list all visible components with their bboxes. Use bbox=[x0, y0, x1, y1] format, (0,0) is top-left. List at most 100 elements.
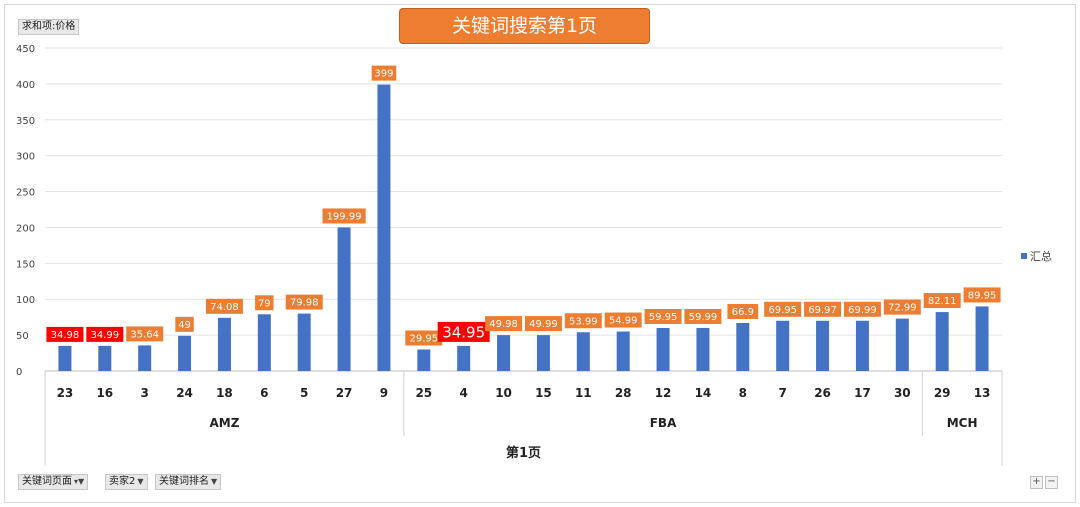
bar bbox=[138, 345, 152, 371]
data-label-box bbox=[322, 208, 366, 224]
bar bbox=[297, 313, 311, 371]
bar bbox=[536, 335, 550, 371]
data-label: 74.08 bbox=[210, 302, 239, 313]
data-label: 69.97 bbox=[808, 305, 837, 316]
x-tick-label: 16 bbox=[96, 386, 113, 400]
chevron-down-icon: ▼ bbox=[211, 477, 218, 486]
x-tick-label: 8 bbox=[739, 386, 747, 400]
group-label: AMZ bbox=[209, 416, 239, 430]
data-label-box bbox=[804, 301, 842, 317]
data-label-box bbox=[604, 312, 642, 328]
data-label-box bbox=[255, 295, 274, 311]
filter-keyword-page-label: 关键词页面 bbox=[22, 476, 72, 487]
legend-swatch bbox=[1021, 253, 1027, 259]
data-label-box bbox=[485, 316, 523, 332]
data-label-box bbox=[727, 303, 759, 319]
x-tick-label: 25 bbox=[415, 386, 432, 400]
group-label: FBA bbox=[650, 416, 677, 430]
data-label: 69.95 bbox=[768, 305, 797, 316]
data-label-box bbox=[883, 299, 921, 315]
x-tick-label: 23 bbox=[57, 386, 74, 400]
x-tick-label: 10 bbox=[495, 386, 512, 400]
data-label-box bbox=[843, 301, 881, 317]
data-label: 59.99 bbox=[689, 312, 718, 323]
outer-group-label: 第1页 bbox=[506, 445, 541, 461]
bar bbox=[257, 314, 271, 371]
data-label: 29.95 bbox=[409, 334, 438, 345]
bar bbox=[656, 327, 670, 371]
x-tick-label: 26 bbox=[814, 386, 831, 400]
data-label: 79 bbox=[258, 298, 271, 309]
y-tick-label: 350 bbox=[16, 116, 35, 127]
data-label: 54.99 bbox=[609, 316, 638, 327]
chart-title: 关键词搜索第1页 bbox=[399, 8, 650, 44]
bar bbox=[776, 320, 790, 371]
bar bbox=[616, 331, 630, 371]
y-tick-label: 250 bbox=[16, 188, 35, 199]
x-tick-label: 7 bbox=[779, 386, 787, 400]
bar bbox=[417, 349, 431, 371]
x-tick-label: 12 bbox=[655, 386, 672, 400]
data-label-box bbox=[371, 65, 397, 81]
x-tick-label: 13 bbox=[974, 386, 991, 400]
data-label: 59.95 bbox=[649, 312, 678, 323]
bar bbox=[58, 345, 72, 371]
data-label-box bbox=[405, 330, 443, 346]
x-tick-label: 17 bbox=[854, 386, 871, 400]
data-label-box bbox=[175, 316, 194, 332]
data-label: 34.95 bbox=[442, 323, 485, 341]
bar bbox=[816, 320, 830, 371]
data-label-box bbox=[963, 287, 1001, 303]
filter-keyword-rank-button[interactable]: 关键词排名 ▼ bbox=[155, 474, 222, 490]
filter-seller-label: 卖家2 bbox=[109, 476, 136, 487]
data-label: 82.11 bbox=[928, 296, 957, 307]
y-tick-label: 50 bbox=[16, 331, 29, 342]
bar bbox=[377, 84, 391, 372]
data-label: 89.95 bbox=[968, 291, 997, 302]
x-tick-label: 30 bbox=[894, 386, 911, 400]
x-tick-label: 6 bbox=[260, 386, 268, 400]
x-tick-label: 18 bbox=[216, 386, 233, 400]
bar bbox=[696, 327, 710, 371]
data-label-box bbox=[46, 326, 84, 342]
expand-button[interactable]: + bbox=[1030, 476, 1043, 489]
data-label-box bbox=[205, 298, 243, 314]
x-tick-label: 24 bbox=[176, 386, 193, 400]
y-tick-label: 150 bbox=[16, 259, 35, 270]
chart-frame bbox=[4, 4, 1076, 503]
collapse-button[interactable]: − bbox=[1045, 476, 1058, 489]
data-label-box bbox=[684, 308, 722, 324]
data-label-box bbox=[285, 294, 323, 310]
y-tick-label: 0 bbox=[16, 367, 22, 378]
filter-seller-button[interactable]: 卖家2 ▼ bbox=[105, 474, 148, 490]
bar bbox=[895, 318, 909, 371]
legend: 汇总 bbox=[1021, 248, 1052, 264]
filter-keyword-page-button[interactable]: 关键词页面 ▾▼ bbox=[18, 474, 89, 490]
bar bbox=[975, 306, 989, 371]
x-tick-label: 11 bbox=[575, 386, 592, 400]
bar bbox=[935, 312, 949, 371]
data-label: 49 bbox=[178, 320, 191, 331]
data-label-box bbox=[524, 316, 562, 332]
data-label: 53.99 bbox=[569, 316, 598, 327]
data-label: 49.99 bbox=[529, 319, 558, 330]
data-label: 72.99 bbox=[888, 303, 917, 314]
legend-label: 汇总 bbox=[1030, 250, 1052, 263]
data-label-box bbox=[437, 321, 490, 342]
data-label: 199.99 bbox=[327, 212, 362, 223]
chevron-down-icon: ▼ bbox=[137, 477, 144, 486]
data-label: 399 bbox=[374, 69, 393, 80]
x-tick-label: 28 bbox=[615, 386, 632, 400]
data-label-box bbox=[564, 313, 602, 329]
bar bbox=[178, 335, 192, 371]
value-field-button[interactable]: 求和项:价格 bbox=[18, 19, 80, 35]
x-tick-label: 29 bbox=[934, 386, 951, 400]
y-tick-label: 200 bbox=[16, 223, 35, 234]
filter-keyword-rank-label: 关键词排名 bbox=[159, 476, 209, 487]
x-tick-label: 4 bbox=[460, 386, 468, 400]
bar bbox=[337, 227, 351, 371]
data-label: 69.99 bbox=[848, 305, 877, 316]
data-label: 34.99 bbox=[90, 330, 119, 341]
x-tick-label: 5 bbox=[300, 386, 308, 400]
